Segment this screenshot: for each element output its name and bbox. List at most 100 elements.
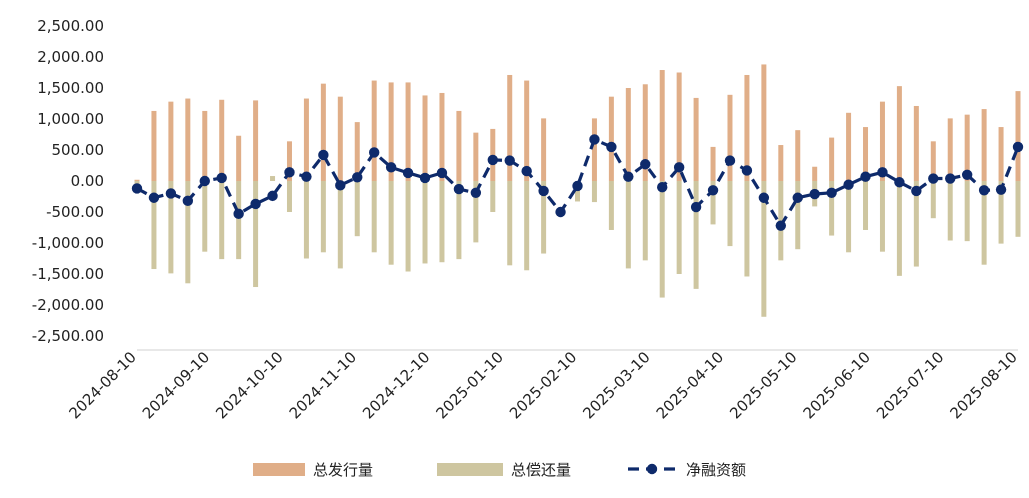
repayment-bar: [151, 181, 157, 270]
net-financing-point: [860, 171, 871, 182]
issuance-bar: [676, 72, 682, 181]
net-financing-point: [402, 167, 414, 179]
repayment-bar: [981, 181, 987, 265]
repayment-bar: [625, 181, 631, 269]
net-financing-line-layer: [131, 134, 1024, 231]
issuance-bar: [388, 82, 394, 181]
y-tick-label: -500.00: [46, 203, 104, 221]
issuance-bar: [846, 112, 852, 181]
issuance-bar: [354, 122, 360, 181]
repayment-bar: [219, 181, 225, 260]
net-financing-point: [538, 185, 549, 197]
net-financing-point: [690, 201, 702, 213]
net-financing-point: [352, 172, 363, 183]
issuance-bar: [744, 74, 750, 181]
repayment-bar: [439, 181, 445, 263]
net-financing-point: [385, 162, 397, 173]
net-financing-point: [233, 208, 244, 220]
repayment-bar: [676, 181, 682, 274]
repayment-bar: [795, 181, 801, 250]
x-axis: 2024-08-10 2024-09-10 2024-10-10 2024-11-10…: [65, 348, 1020, 422]
net-financing-point: [419, 172, 431, 184]
issuance-bar: [812, 166, 818, 181]
repayment-bar: [575, 181, 580, 202]
legend-swatch-net-marker: [646, 463, 658, 475]
y-tick-label: -2,500.00: [32, 327, 104, 345]
legend-swatch-repayment: [437, 463, 503, 476]
repayment-bar: [236, 181, 242, 260]
repayment-bar: [388, 181, 394, 265]
repayment-bar: [354, 181, 360, 237]
repayment-bar: [202, 181, 208, 252]
net-financing-point: [792, 192, 803, 203]
net-financing-point: [131, 183, 143, 194]
net-financing-point: [623, 171, 634, 182]
issuance-bar: [710, 146, 716, 181]
issuance-bar: [693, 97, 699, 181]
repayment-bar: [320, 181, 326, 253]
net-financing-point: [335, 180, 346, 191]
repayment-bar: [947, 181, 953, 241]
legend-label-net: 净融资额: [686, 461, 746, 479]
issuance-bar: [947, 118, 953, 181]
net-financing-point: [165, 188, 177, 199]
net-financing-point: [267, 190, 278, 202]
y-tick-label: 0.00: [71, 172, 104, 190]
net-financing-point: [453, 183, 465, 195]
net-financing-point: [673, 162, 685, 173]
net-financing-point: [707, 185, 719, 196]
issuance-bar: [320, 83, 326, 181]
issuance-bar: [964, 114, 970, 181]
net-financing-point: [978, 185, 990, 196]
issuance-bar: [591, 118, 597, 181]
net-financing-point: [961, 169, 973, 180]
net-financing-point: [436, 167, 448, 179]
issuance-bar: [168, 101, 174, 181]
x-tick-label: 2024-11-10: [286, 348, 360, 422]
issuance-bar: [524, 80, 530, 181]
repayment-bar: [710, 181, 716, 225]
net-financing-point: [216, 172, 227, 184]
x-tick-label: 2024-10-10: [212, 348, 286, 422]
net-financing-point: [250, 198, 261, 210]
net-financing-point: [301, 171, 312, 182]
x-tick-label: 2025-07-10: [873, 348, 947, 422]
issuance-bar: [896, 86, 902, 181]
repayment-bar: [693, 181, 699, 289]
x-tick-label: 2025-08-10: [946, 348, 1020, 422]
repayment-bar: [253, 181, 259, 288]
repayment-bar: [659, 181, 665, 298]
repayment-bar: [422, 181, 428, 264]
issuance-bar: [879, 101, 885, 181]
issuance-bar: [1015, 91, 1021, 181]
net-financing-point: [284, 167, 295, 178]
issuance-bar: [608, 96, 614, 181]
net-financing-point: [572, 180, 583, 192]
issuance-bar: [625, 88, 631, 181]
net-financing-point: [945, 173, 956, 184]
issuance-bar: [659, 70, 665, 181]
issuance-bar: [185, 98, 191, 181]
net-financing-line: [136, 137, 1020, 228]
issuance-bar: [371, 80, 377, 181]
net-financing-point: [724, 155, 736, 166]
x-tick-label: 2025-06-10: [800, 348, 874, 422]
net-financing-point: [877, 167, 888, 178]
issuance-bar: [151, 110, 157, 181]
issuance-bar: [913, 105, 919, 181]
issuance-bar: [778, 145, 784, 181]
net-financing-point: [589, 134, 600, 145]
issuance-bar: [253, 100, 259, 181]
repayment-bar: [456, 181, 462, 260]
repayment-bar: [405, 181, 411, 272]
y-tick-label: -1,000.00: [32, 234, 104, 252]
net-financing-point: [182, 195, 194, 207]
issuance-bar: [236, 135, 242, 181]
net-financing-point: [148, 192, 160, 203]
repayment-bar: [913, 181, 919, 267]
issuance-bar: [219, 99, 225, 181]
bars-layer: [134, 64, 1021, 317]
issuance-bar: [422, 95, 428, 181]
issuance-bar: [829, 137, 835, 181]
